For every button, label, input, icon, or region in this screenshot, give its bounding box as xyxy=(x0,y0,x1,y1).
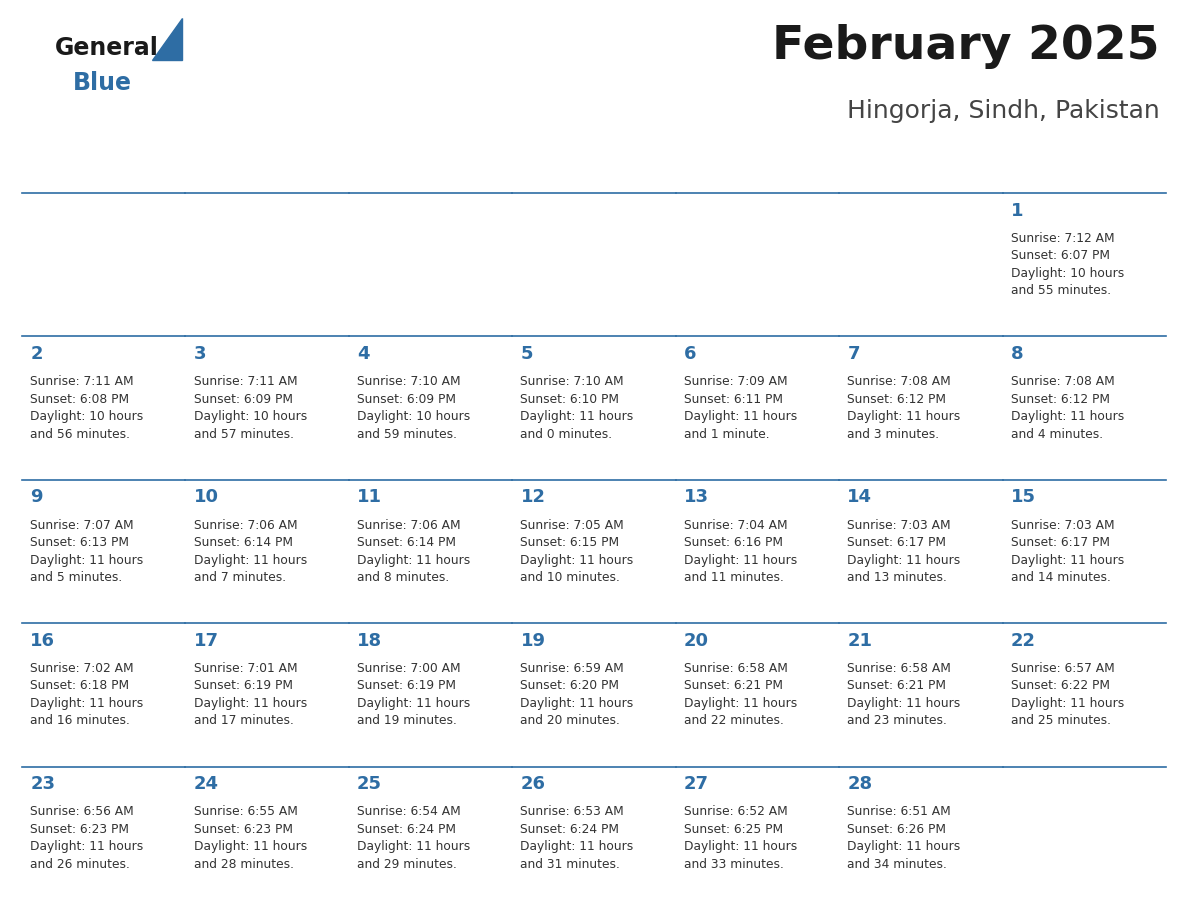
Text: Sunrise: 7:10 AM
Sunset: 6:09 PM
Daylight: 10 hours
and 59 minutes.: Sunrise: 7:10 AM Sunset: 6:09 PM Dayligh… xyxy=(358,375,470,441)
Text: 28: 28 xyxy=(847,775,872,793)
Text: Sunrise: 7:10 AM
Sunset: 6:10 PM
Daylight: 11 hours
and 0 minutes.: Sunrise: 7:10 AM Sunset: 6:10 PM Dayligh… xyxy=(520,375,633,441)
Text: 1: 1 xyxy=(1011,202,1023,219)
Text: 8: 8 xyxy=(1011,345,1023,363)
Text: 27: 27 xyxy=(684,775,709,793)
Polygon shape xyxy=(152,18,182,60)
Text: Saturday: Saturday xyxy=(1012,166,1085,182)
Text: 5: 5 xyxy=(520,345,533,363)
Text: 16: 16 xyxy=(30,632,55,650)
Text: Sunrise: 6:56 AM
Sunset: 6:23 PM
Daylight: 11 hours
and 26 minutes.: Sunrise: 6:56 AM Sunset: 6:23 PM Dayligh… xyxy=(30,805,144,871)
Text: 17: 17 xyxy=(194,632,219,650)
Text: 24: 24 xyxy=(194,775,219,793)
Text: Wednesday: Wednesday xyxy=(522,166,615,182)
Text: Sunrise: 7:04 AM
Sunset: 6:16 PM
Daylight: 11 hours
and 11 minutes.: Sunrise: 7:04 AM Sunset: 6:16 PM Dayligh… xyxy=(684,519,797,584)
Text: Sunrise: 7:09 AM
Sunset: 6:11 PM
Daylight: 11 hours
and 1 minute.: Sunrise: 7:09 AM Sunset: 6:11 PM Dayligh… xyxy=(684,375,797,441)
Text: Sunrise: 7:11 AM
Sunset: 6:09 PM
Daylight: 10 hours
and 57 minutes.: Sunrise: 7:11 AM Sunset: 6:09 PM Dayligh… xyxy=(194,375,307,441)
Text: Sunday: Sunday xyxy=(32,166,91,182)
Text: Sunrise: 7:07 AM
Sunset: 6:13 PM
Daylight: 11 hours
and 5 minutes.: Sunrise: 7:07 AM Sunset: 6:13 PM Dayligh… xyxy=(30,519,144,584)
Text: Sunrise: 7:03 AM
Sunset: 6:17 PM
Daylight: 11 hours
and 14 minutes.: Sunrise: 7:03 AM Sunset: 6:17 PM Dayligh… xyxy=(1011,519,1124,584)
Text: Monday: Monday xyxy=(195,166,259,182)
Text: Sunrise: 7:08 AM
Sunset: 6:12 PM
Daylight: 11 hours
and 3 minutes.: Sunrise: 7:08 AM Sunset: 6:12 PM Dayligh… xyxy=(847,375,961,441)
Text: Sunrise: 7:01 AM
Sunset: 6:19 PM
Daylight: 11 hours
and 17 minutes.: Sunrise: 7:01 AM Sunset: 6:19 PM Dayligh… xyxy=(194,662,307,727)
Text: Sunrise: 6:57 AM
Sunset: 6:22 PM
Daylight: 11 hours
and 25 minutes.: Sunrise: 6:57 AM Sunset: 6:22 PM Dayligh… xyxy=(1011,662,1124,727)
Text: Sunrise: 6:54 AM
Sunset: 6:24 PM
Daylight: 11 hours
and 29 minutes.: Sunrise: 6:54 AM Sunset: 6:24 PM Dayligh… xyxy=(358,805,470,871)
Text: Sunrise: 7:06 AM
Sunset: 6:14 PM
Daylight: 11 hours
and 7 minutes.: Sunrise: 7:06 AM Sunset: 6:14 PM Dayligh… xyxy=(194,519,307,584)
Text: Sunrise: 6:51 AM
Sunset: 6:26 PM
Daylight: 11 hours
and 34 minutes.: Sunrise: 6:51 AM Sunset: 6:26 PM Dayligh… xyxy=(847,805,961,871)
Text: 14: 14 xyxy=(847,488,872,507)
Text: 12: 12 xyxy=(520,488,545,507)
Text: Sunrise: 7:11 AM
Sunset: 6:08 PM
Daylight: 10 hours
and 56 minutes.: Sunrise: 7:11 AM Sunset: 6:08 PM Dayligh… xyxy=(30,375,144,441)
Text: 20: 20 xyxy=(684,632,709,650)
Text: Sunrise: 7:06 AM
Sunset: 6:14 PM
Daylight: 11 hours
and 8 minutes.: Sunrise: 7:06 AM Sunset: 6:14 PM Dayligh… xyxy=(358,519,470,584)
Text: General: General xyxy=(55,36,159,60)
Text: February 2025: February 2025 xyxy=(772,24,1159,69)
Text: Hingorja, Sindh, Pakistan: Hingorja, Sindh, Pakistan xyxy=(847,99,1159,123)
Text: 11: 11 xyxy=(358,488,383,507)
Text: 26: 26 xyxy=(520,775,545,793)
Text: 25: 25 xyxy=(358,775,383,793)
Text: Sunrise: 7:00 AM
Sunset: 6:19 PM
Daylight: 11 hours
and 19 minutes.: Sunrise: 7:00 AM Sunset: 6:19 PM Dayligh… xyxy=(358,662,470,727)
Text: 19: 19 xyxy=(520,632,545,650)
Text: 6: 6 xyxy=(684,345,696,363)
Text: 21: 21 xyxy=(847,632,872,650)
Text: Sunrise: 7:02 AM
Sunset: 6:18 PM
Daylight: 11 hours
and 16 minutes.: Sunrise: 7:02 AM Sunset: 6:18 PM Dayligh… xyxy=(30,662,144,727)
Text: Thursday: Thursday xyxy=(685,166,760,182)
Text: 7: 7 xyxy=(847,345,860,363)
Text: 2: 2 xyxy=(30,345,43,363)
Text: Sunrise: 6:59 AM
Sunset: 6:20 PM
Daylight: 11 hours
and 20 minutes.: Sunrise: 6:59 AM Sunset: 6:20 PM Dayligh… xyxy=(520,662,633,727)
Text: 4: 4 xyxy=(358,345,369,363)
Text: Sunrise: 7:08 AM
Sunset: 6:12 PM
Daylight: 11 hours
and 4 minutes.: Sunrise: 7:08 AM Sunset: 6:12 PM Dayligh… xyxy=(1011,375,1124,441)
Text: 10: 10 xyxy=(194,488,219,507)
Text: 22: 22 xyxy=(1011,632,1036,650)
Text: Tuesday: Tuesday xyxy=(359,166,424,182)
Text: Friday: Friday xyxy=(849,166,898,182)
Text: Sunrise: 7:03 AM
Sunset: 6:17 PM
Daylight: 11 hours
and 13 minutes.: Sunrise: 7:03 AM Sunset: 6:17 PM Dayligh… xyxy=(847,519,961,584)
Text: 13: 13 xyxy=(684,488,709,507)
Text: Sunrise: 6:58 AM
Sunset: 6:21 PM
Daylight: 11 hours
and 22 minutes.: Sunrise: 6:58 AM Sunset: 6:21 PM Dayligh… xyxy=(684,662,797,727)
Text: Sunrise: 6:53 AM
Sunset: 6:24 PM
Daylight: 11 hours
and 31 minutes.: Sunrise: 6:53 AM Sunset: 6:24 PM Dayligh… xyxy=(520,805,633,871)
Text: 3: 3 xyxy=(194,345,206,363)
Text: 15: 15 xyxy=(1011,488,1036,507)
Text: 18: 18 xyxy=(358,632,383,650)
Text: Sunrise: 6:52 AM
Sunset: 6:25 PM
Daylight: 11 hours
and 33 minutes.: Sunrise: 6:52 AM Sunset: 6:25 PM Dayligh… xyxy=(684,805,797,871)
Text: Blue: Blue xyxy=(72,71,132,95)
Text: 9: 9 xyxy=(30,488,43,507)
Text: 23: 23 xyxy=(30,775,55,793)
Text: Sunrise: 6:58 AM
Sunset: 6:21 PM
Daylight: 11 hours
and 23 minutes.: Sunrise: 6:58 AM Sunset: 6:21 PM Dayligh… xyxy=(847,662,961,727)
Text: Sunrise: 6:55 AM
Sunset: 6:23 PM
Daylight: 11 hours
and 28 minutes.: Sunrise: 6:55 AM Sunset: 6:23 PM Dayligh… xyxy=(194,805,307,871)
Text: Sunrise: 7:12 AM
Sunset: 6:07 PM
Daylight: 10 hours
and 55 minutes.: Sunrise: 7:12 AM Sunset: 6:07 PM Dayligh… xyxy=(1011,231,1124,297)
Text: Sunrise: 7:05 AM
Sunset: 6:15 PM
Daylight: 11 hours
and 10 minutes.: Sunrise: 7:05 AM Sunset: 6:15 PM Dayligh… xyxy=(520,519,633,584)
